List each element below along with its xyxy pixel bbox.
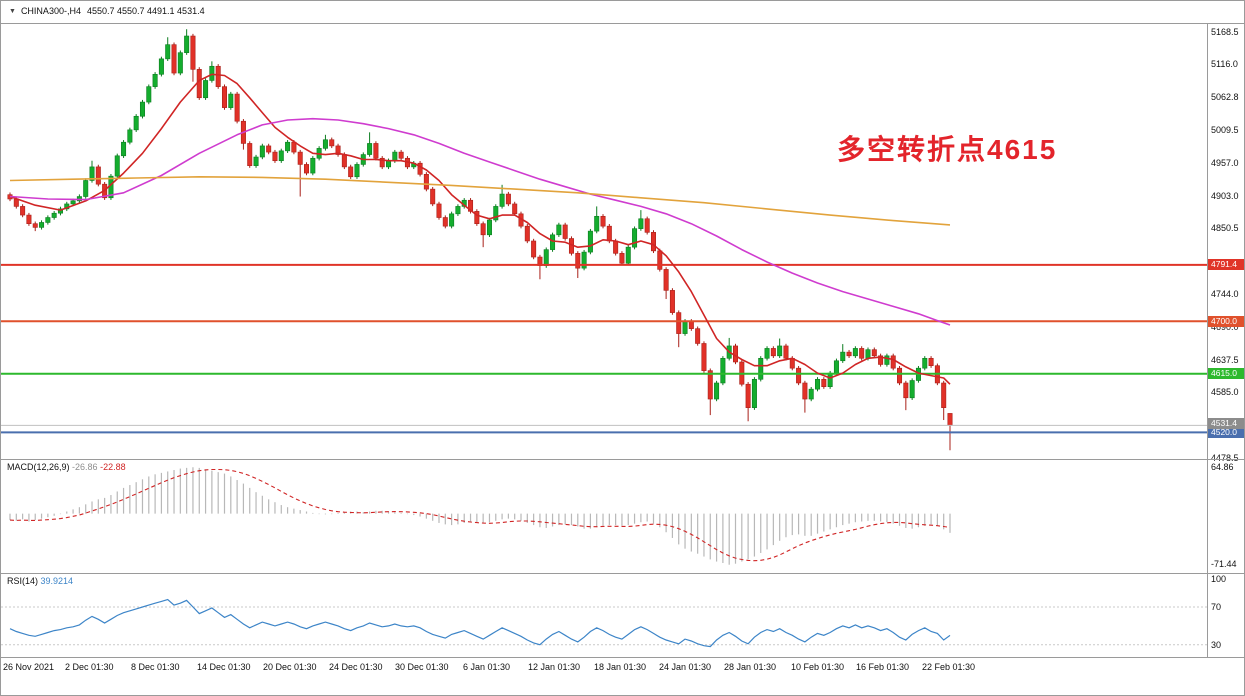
rsi-axis[interactable]: 100 70 30 — [1208, 574, 1244, 657]
price-tick-label: 5062.8 — [1211, 92, 1239, 103]
price-tick-label: 5009.5 — [1211, 125, 1239, 136]
macd-axis-max-label: 64.86 — [1211, 462, 1234, 472]
price-tick-label: 5168.5 — [1211, 27, 1239, 37]
macd-value-signal: -22.88 — [100, 462, 126, 472]
main-chart-pane[interactable] — [1, 24, 1207, 459]
price-line-tag[interactable]: 4520.0 — [1208, 426, 1244, 438]
price-line-tag[interactable]: 4791.4 — [1208, 259, 1244, 271]
rsi-axis-label-30: 30 — [1211, 640, 1222, 650]
rsi-axis-label-70: 70 — [1211, 602, 1222, 612]
pane-separator — [1, 573, 1244, 574]
pane-separator — [1, 657, 1244, 658]
price-line-tag[interactable]: 4615.0 — [1208, 368, 1244, 380]
price-tick-label: 4850.5 — [1211, 223, 1239, 234]
price-tick-label: 4690.0 — [1211, 322, 1239, 333]
price-tick-label: 4957.0 — [1211, 157, 1239, 168]
macd-label: MACD(12,26,9) — [7, 462, 70, 472]
ohlc-values: 4550.7 4550.7 4491.1 4531.4 — [86, 6, 205, 16]
time-axis-label: 26 Nov 2021 — [3, 662, 55, 672]
pane-separator — [1, 459, 1244, 460]
time-axis-label: 24 Dec 01:30 — [329, 662, 383, 672]
time-axis-label: 28 Jan 01:30 — [724, 662, 777, 672]
macd-axis-min-label: -71.44 — [1211, 559, 1237, 569]
time-axis-label: 8 Dec 01:30 — [131, 662, 180, 672]
price-tick-label: 4637.5 — [1211, 354, 1239, 365]
rsi-pane[interactable]: RSI(14) 39.9214 — [1, 574, 1207, 657]
price-line-tag[interactable]: 4700.0 — [1208, 315, 1244, 327]
symbol-dropdown-icon[interactable]: ▼ — [9, 8, 16, 15]
price-tick-label: 4478.5 — [1211, 453, 1239, 463]
time-axis-label: 24 Jan 01:30 — [659, 662, 712, 672]
rsi-value: 39.9214 — [40, 576, 74, 586]
annotation-text: 多空转折点4615 — [837, 134, 1058, 165]
axis-separator — [1207, 23, 1208, 658]
time-axis-label: 10 Feb 01:30 — [791, 662, 845, 672]
symbol-period-label: CHINA300-,H4 — [20, 6, 81, 16]
pane-separator — [1, 23, 1244, 24]
time-axis-label: 16 Feb 01:30 — [856, 662, 910, 672]
macd-pane[interactable]: MACD(12,26,9) -26.86 -22.88 — [1, 460, 1207, 573]
time-axis[interactable]: 26 Nov 2021 2 Dec 01:30 8 Dec 01:30 14 Dec … — [1, 658, 1207, 695]
price-tick-label: 4903.0 — [1211, 190, 1239, 201]
rsi-axis-label-100: 100 — [1211, 574, 1227, 584]
macd-axis[interactable]: 64.86 -71.44 — [1208, 460, 1244, 573]
time-axis-label: 12 Jan 01:30 — [528, 662, 581, 672]
price-tick-label: 4585.0 — [1211, 387, 1239, 398]
time-axis-label: 22 Feb 01:30 — [922, 662, 976, 672]
time-axis-label: 30 Dec 01:30 — [395, 662, 449, 672]
candlestick-chart[interactable] — [1, 24, 1207, 459]
time-axis-label: 6 Jan 01:30 — [463, 662, 511, 672]
rsi-indicator-label: RSI(14) 39.9214 — [7, 576, 73, 586]
rsi-chart[interactable] — [1, 574, 1207, 657]
price-tick-label: 4744.0 — [1211, 289, 1239, 300]
time-axis-label: 2 Dec 01:30 — [65, 662, 114, 672]
time-axis-label: 18 Jan 01:30 — [594, 662, 647, 672]
chart-header: ▼ CHINA300-,H4 4550.7 4550.7 4491.1 4531.4 — [1, 1, 1244, 23]
time-axis-label: 20 Dec 01:30 — [263, 662, 317, 672]
macd-chart[interactable] — [1, 460, 1207, 573]
time-axis-label: 14 Dec 01:30 — [197, 662, 251, 672]
price-tick-label: 5116.0 — [1211, 59, 1238, 70]
macd-indicator-label: MACD(12,26,9) -26.86 -22.88 — [7, 462, 126, 472]
rsi-label: RSI(14) — [7, 576, 39, 586]
current-price-tag: 4531.4 — [1208, 417, 1244, 429]
macd-value-main: -26.86 — [72, 462, 98, 472]
price-axis[interactable]: 5168.5 5116.0 5062.8 5009.5 4957.0 4903.0 4850… — [1208, 24, 1244, 463]
